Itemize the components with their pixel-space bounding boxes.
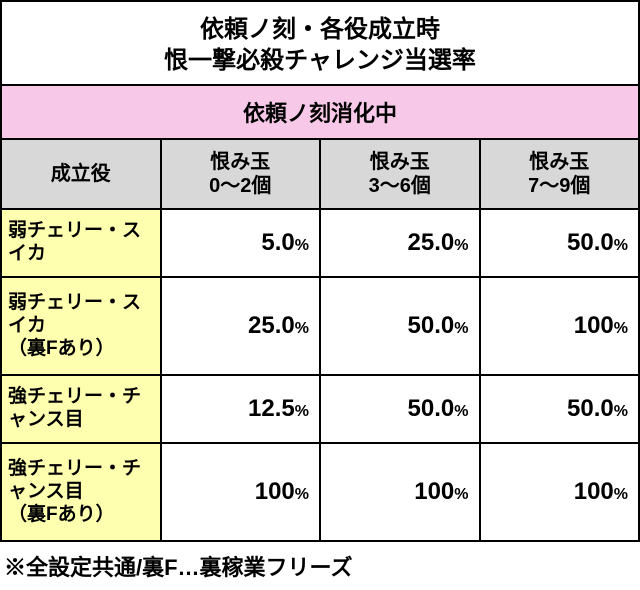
table-container: 依頼ノ刻・各役成立時 恨一撃必殺チャレンジ当選率 依頼ノ刻消化中 成立役 恨み玉… <box>0 0 640 590</box>
title-line-2: 恨一撃必殺チャレンジ当選率 <box>2 45 638 76</box>
cell-0-2: 25.0% <box>320 209 480 277</box>
cell-1-1: 25.0% <box>161 277 321 375</box>
column-header-row: 成立役 恨み玉 0〜2個 恨み玉 3〜6個 恨み玉 7〜9個 <box>1 139 639 209</box>
col-header-1-l1: 恨み玉 <box>210 151 270 173</box>
cell-3-1: 100% <box>161 443 321 541</box>
cell-2-3: 50.0% <box>480 375 640 443</box>
title-block: 依頼ノ刻・各役成立時 恨一撃必殺チャレンジ当選率 <box>0 0 640 84</box>
cell-3-3: 100% <box>480 443 640 541</box>
title-line-1: 依頼ノ刻・各役成立時 <box>2 14 638 45</box>
cell-0-3: 50.0% <box>480 209 640 277</box>
table-row: 弱チェリー・スイカ （裏Fあり） 25.0% 50.0% 100% <box>1 277 639 375</box>
cell-2-2: 50.0% <box>320 375 480 443</box>
row-label-2: 強チェリー・チャンス目 <box>1 375 161 443</box>
data-table: 依頼ノ刻消化中 成立役 恨み玉 0〜2個 恨み玉 3〜6個 恨み玉 7〜9個 弱… <box>0 84 640 542</box>
row-label-0: 弱チェリー・スイカ <box>1 209 161 277</box>
col-header-3-l1: 恨み玉 <box>529 151 589 173</box>
cell-3-2: 100% <box>320 443 480 541</box>
col-header-2-l2: 3〜6個 <box>369 175 431 197</box>
col-header-3-l2: 7〜9個 <box>528 175 590 197</box>
section-header: 依頼ノ刻消化中 <box>1 85 639 139</box>
row-label-3: 強チェリー・チャンス目 （裏Fあり） <box>1 443 161 541</box>
cell-1-3: 100% <box>480 277 640 375</box>
table-row: 強チェリー・チャンス目 12.5% 50.0% 50.0% <box>1 375 639 443</box>
col-header-1-l2: 0〜2個 <box>209 175 271 197</box>
col-header-label: 成立役 <box>1 139 161 209</box>
col-header-3: 恨み玉 7〜9個 <box>480 139 640 209</box>
footnote: ※全設定共通/裏F…裏稼業フリーズ <box>0 542 640 590</box>
col-header-2-l1: 恨み玉 <box>370 151 430 173</box>
col-header-1: 恨み玉 0〜2個 <box>161 139 321 209</box>
section-header-row: 依頼ノ刻消化中 <box>1 85 639 139</box>
cell-0-1: 5.0% <box>161 209 321 277</box>
table-row: 強チェリー・チャンス目 （裏Fあり） 100% 100% 100% <box>1 443 639 541</box>
row-label-1: 弱チェリー・スイカ （裏Fあり） <box>1 277 161 375</box>
col-header-2: 恨み玉 3〜6個 <box>320 139 480 209</box>
cell-1-2: 50.0% <box>320 277 480 375</box>
table-row: 弱チェリー・スイカ 5.0% 25.0% 50.0% <box>1 209 639 277</box>
cell-2-1: 12.5% <box>161 375 321 443</box>
